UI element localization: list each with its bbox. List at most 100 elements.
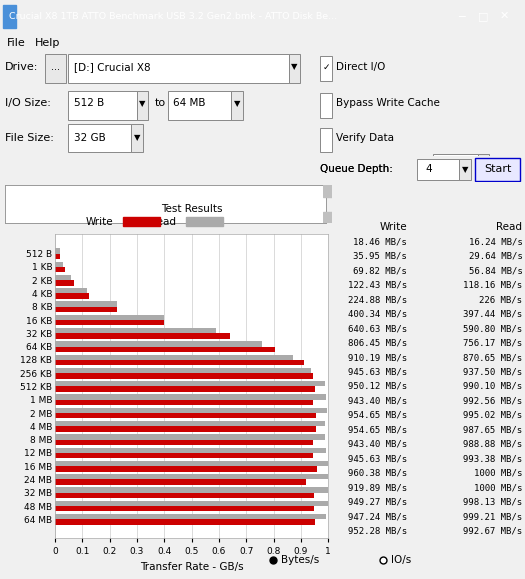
Text: 945.63 MB/s: 945.63 MB/s [348,455,407,463]
Bar [55,453,313,458]
Text: 998.13 MB/s: 998.13 MB/s [463,498,522,507]
Text: ▼: ▼ [139,99,145,108]
Bar [55,387,314,392]
Text: 118.16 MB/s: 118.16 MB/s [463,281,522,290]
Text: 945.63 MB/s: 945.63 MB/s [348,368,407,376]
FancyBboxPatch shape [475,157,520,181]
Bar [55,288,87,294]
Text: ▼: ▼ [234,99,240,108]
Text: 943.40 MB/s: 943.40 MB/s [348,397,407,405]
Bar [55,514,326,519]
Bar [55,267,65,272]
Text: Bypass Write Cache: Bypass Write Cache [336,98,440,108]
Text: Start: Start [484,164,511,174]
Bar [55,421,325,426]
Bar [3,5,16,28]
Text: 29.64 MB/s: 29.64 MB/s [469,252,522,261]
Text: 960.38 MB/s: 960.38 MB/s [348,469,407,478]
FancyBboxPatch shape [136,91,148,120]
Text: 987.65 MB/s: 987.65 MB/s [463,426,522,434]
Text: 397.44 MB/s: 397.44 MB/s [463,310,522,318]
FancyBboxPatch shape [231,91,243,120]
Text: 806.45 MB/s: 806.45 MB/s [348,339,407,347]
Text: ✕: ✕ [499,11,509,21]
Text: 69.82 MB/s: 69.82 MB/s [353,266,407,275]
Bar [55,506,314,511]
X-axis label: Transfer Rate - GB/s: Transfer Rate - GB/s [140,562,244,572]
Text: 400.34 MB/s: 400.34 MB/s [348,310,407,318]
Bar [55,488,328,493]
FancyBboxPatch shape [478,154,489,183]
Bar [323,212,332,223]
Text: Queue Depth:: Queue Depth: [320,163,393,174]
Bar [55,294,89,299]
Text: Bytes/s: Bytes/s [281,555,319,565]
Bar [55,302,117,307]
Text: 990.10 MB/s: 990.10 MB/s [463,382,522,391]
Bar [55,400,313,405]
Bar [55,493,314,498]
Text: 1000 MB/s: 1000 MB/s [474,483,522,492]
Bar [55,360,303,365]
Text: to: to [155,98,166,108]
Text: 122.43 MB/s: 122.43 MB/s [348,281,407,290]
Text: Read: Read [150,217,176,227]
Bar [55,466,317,471]
FancyBboxPatch shape [131,124,143,152]
Bar [55,354,293,360]
Text: Help: Help [35,38,60,49]
Bar [55,275,71,280]
Text: IO/s: IO/s [391,555,412,565]
Text: 993.38 MB/s: 993.38 MB/s [463,455,522,463]
Bar [55,280,74,285]
Bar [320,128,332,152]
FancyBboxPatch shape [68,124,131,152]
Text: ▼: ▼ [291,62,298,71]
Text: 16.24 MB/s: 16.24 MB/s [469,237,522,246]
Text: 32 GB: 32 GB [74,133,105,143]
Text: 4: 4 [425,164,432,174]
Text: 937.50 MB/s: 937.50 MB/s [463,368,522,376]
Text: 64 MB: 64 MB [173,98,206,108]
Bar [55,254,60,259]
Bar [55,262,63,267]
Text: 512 B: 512 B [74,98,104,108]
Text: File: File [6,38,25,49]
Text: Crucial X8 1TB ATTO Benchmark USB 3.2 Gen2.bmk - ATTO Disk Be...: Crucial X8 1TB ATTO Benchmark USB 3.2 Ge… [3,12,337,21]
Text: Test Results: Test Results [161,204,223,214]
Text: Queue Depth:: Queue Depth: [320,164,393,174]
Bar [55,408,327,413]
Bar [55,474,328,479]
Bar [55,479,306,485]
Text: 992.56 MB/s: 992.56 MB/s [463,397,522,405]
Bar [55,334,230,339]
Text: 949.27 MB/s: 949.27 MB/s [348,498,407,507]
FancyBboxPatch shape [433,154,478,183]
FancyBboxPatch shape [417,159,459,179]
Bar [55,328,216,334]
Text: Write: Write [85,217,113,227]
Text: 952.28 MB/s: 952.28 MB/s [348,527,407,536]
Bar [55,394,326,400]
Text: Direct I/O: Direct I/O [336,61,385,72]
Text: Write: Write [379,222,407,232]
Text: 590.80 MB/s: 590.80 MB/s [463,324,522,333]
Text: Verify Data: Verify Data [336,133,394,143]
Text: Read: Read [496,222,522,232]
Text: File Size:: File Size: [5,133,54,143]
Text: 954.65 MB/s: 954.65 MB/s [348,411,407,420]
Bar [55,434,325,439]
Text: 224.88 MB/s: 224.88 MB/s [348,295,407,304]
Text: 947.24 MB/s: 947.24 MB/s [348,512,407,521]
Bar [55,439,313,445]
Text: 999.21 MB/s: 999.21 MB/s [463,512,522,521]
Text: [D:] Crucial X8: [D:] Crucial X8 [74,61,150,72]
Text: 988.88 MB/s: 988.88 MB/s [463,440,522,449]
Text: 919.89 MB/s: 919.89 MB/s [348,483,407,492]
Bar [55,315,164,320]
FancyBboxPatch shape [68,54,289,83]
Text: 18.46 MB/s: 18.46 MB/s [353,237,407,246]
Bar [55,307,117,312]
FancyBboxPatch shape [459,159,471,179]
Text: □: □ [478,11,488,21]
